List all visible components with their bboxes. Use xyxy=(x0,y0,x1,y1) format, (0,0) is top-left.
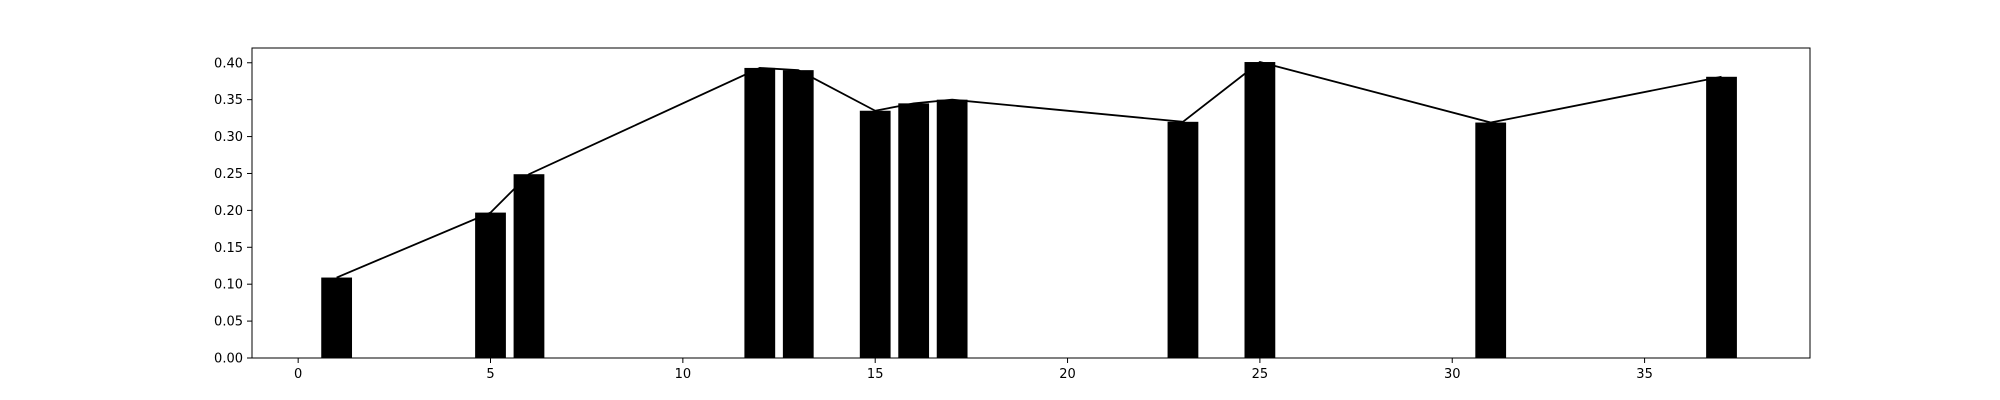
bar-23 xyxy=(1167,121,1199,358)
x-tick-label: 20 xyxy=(1059,367,1076,382)
bar-13 xyxy=(782,70,814,359)
y-tick-label: 0.25 xyxy=(214,167,243,182)
bar-25 xyxy=(1244,62,1276,359)
x-tick-label: 0 xyxy=(294,367,302,382)
x-tick-label: 15 xyxy=(867,367,884,382)
y-tick-label: 0.30 xyxy=(214,130,243,145)
y-tick-label: 0.35 xyxy=(214,93,243,108)
bar-15 xyxy=(859,110,891,358)
y-axis: 0.00 0.05 0.10 0.15 0.20 0.25 0.30 0.35 0.40 xyxy=(214,56,252,367)
x-tick-label: 10 xyxy=(675,367,692,382)
x-tick-label: 35 xyxy=(1636,367,1653,382)
y-tick-label: 0.10 xyxy=(214,278,243,293)
plot-frame xyxy=(251,47,1811,359)
bar-5 xyxy=(475,212,506,358)
x-tick-label: 25 xyxy=(1252,367,1269,382)
x-tick-label: 5 xyxy=(486,367,494,382)
bar-16 xyxy=(898,103,930,358)
bar-31 xyxy=(1475,122,1507,358)
y-tick-label: 0.15 xyxy=(214,241,243,256)
bar-1 xyxy=(321,277,353,358)
y-tick-label: 0.00 xyxy=(214,352,243,367)
bar-37 xyxy=(1706,76,1737,359)
y-tick-label: 0.40 xyxy=(214,56,243,71)
bar-17 xyxy=(936,99,968,359)
x-axis: 0 5 10 15 20 25 30 35 xyxy=(294,358,1653,382)
bars-layer xyxy=(321,62,1737,359)
bar-6 xyxy=(513,174,545,358)
x-tick-label: 30 xyxy=(1444,367,1461,382)
line-layer xyxy=(336,61,1722,279)
y-tick-label: 0.05 xyxy=(214,315,243,330)
y-tick-label: 0.20 xyxy=(214,204,243,219)
bar-12 xyxy=(744,67,776,358)
series-line xyxy=(336,61,1722,279)
